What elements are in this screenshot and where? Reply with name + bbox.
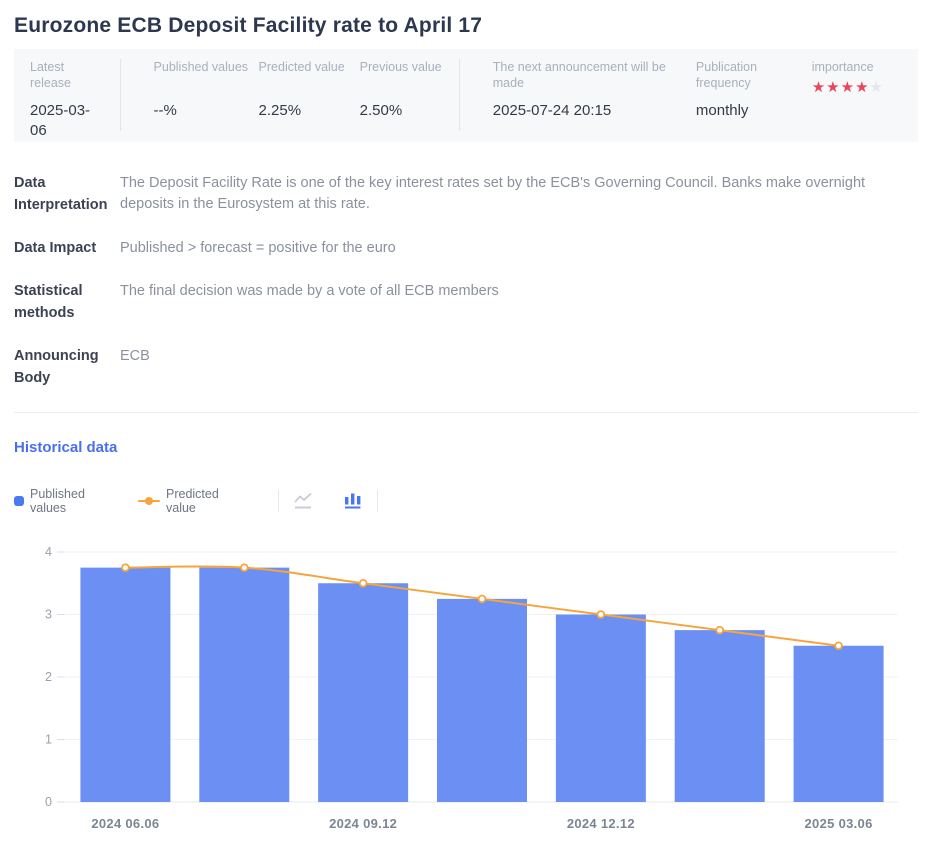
y-tick-label: 2 <box>45 670 52 684</box>
star-icon: ★ <box>870 79 884 96</box>
info-content: The Deposit Facility Rate is one of the … <box>120 172 918 216</box>
summary-publication-frequency: Publication frequency monthly <box>696 59 812 121</box>
x-tick-label: 2024 12.12 <box>567 816 635 831</box>
published-bar <box>437 599 527 802</box>
predicted-value-swatch-icon <box>138 496 160 506</box>
info-row-data-interpretation: Data Interpretation The Deposit Facility… <box>14 172 918 216</box>
published-values-swatch-icon <box>14 496 24 506</box>
summary-previous-value: Previous value 2.50% <box>360 59 459 121</box>
info-row-announcing-body: Announcing Body ECB <box>14 345 918 389</box>
star-icon: ★ <box>855 79 869 96</box>
chart-legend: Published values Predicted value <box>14 487 918 515</box>
summary-divider <box>120 59 121 131</box>
info-row-data-impact: Data Impact Published > forecast = posit… <box>14 237 918 259</box>
info-label: Statistical methods <box>14 280 120 324</box>
published-bar <box>318 583 408 802</box>
summary-label: Predicted value <box>259 59 360 96</box>
y-tick-label: 3 <box>45 608 52 622</box>
bar-chart-icon[interactable] <box>343 492 363 510</box>
info-content: ECB <box>120 345 918 389</box>
info-label: Data Interpretation <box>14 172 120 216</box>
predicted-marker <box>360 580 367 587</box>
toolbar-divider <box>377 490 378 512</box>
legend-item-published-values[interactable]: Published values <box>14 487 92 515</box>
summary-value: 2.50% <box>360 101 459 121</box>
predicted-marker <box>597 611 604 618</box>
x-tick-label: 2024 06.06 <box>91 816 159 831</box>
summary-label: Published values <box>154 59 259 96</box>
predicted-marker <box>241 564 248 571</box>
summary-value: 2.25% <box>259 101 360 121</box>
summary-divider <box>459 59 460 131</box>
section-divider <box>14 412 918 413</box>
info-row-statistical-methods: Statistical methods The final decision w… <box>14 280 918 324</box>
summary-value: 2025-07-24 20:15 <box>493 101 696 121</box>
x-tick-label: 2024 09.12 <box>329 816 397 831</box>
y-tick-label: 1 <box>45 733 52 747</box>
summary-label: The next announcement will be made <box>493 59 696 96</box>
x-tick-label: 2025 03.06 <box>805 816 873 831</box>
summary-importance: importance ★★★★★ <box>812 59 902 97</box>
published-bar <box>556 615 646 803</box>
info-section: Data Interpretation The Deposit Facility… <box>14 172 918 389</box>
chart-type-toolbar <box>278 490 378 512</box>
star-icon: ★ <box>812 79 826 96</box>
summary-predicted-value: Predicted value 2.25% <box>259 59 360 121</box>
toolbar-divider <box>278 490 279 512</box>
published-bar <box>80 568 170 802</box>
predicted-marker <box>479 595 486 602</box>
info-label: Data Impact <box>14 237 120 259</box>
summary-value: --% <box>154 101 259 121</box>
predicted-marker <box>835 642 842 649</box>
importance-stars: ★★★★★ <box>812 79 902 97</box>
star-icon: ★ <box>826 79 840 96</box>
page-title: Eurozone ECB Deposit Facility rate to Ap… <box>14 0 918 38</box>
summary-next-announcement: The next announcement will be made 2025-… <box>493 59 696 121</box>
predicted-marker <box>716 627 723 634</box>
summary-published-values: Published values --% <box>154 59 259 121</box>
legend-item-predicted-value[interactable]: Predicted value <box>138 487 228 515</box>
historical-data-heading: Historical data <box>14 439 918 456</box>
summary-value: 2025-03-06 <box>30 101 107 141</box>
info-content: The final decision was made by a vote of… <box>120 280 918 324</box>
y-tick-label: 0 <box>45 795 52 809</box>
summary-label: Publication frequency <box>696 59 812 96</box>
legend-label: Predicted value <box>166 487 228 515</box>
legend-label: Published values <box>30 487 92 515</box>
historical-chart[interactable]: 0 1 2 3 4 2024 06.06 2024 09.12 2024 12.12 2025 … <box>0 536 932 861</box>
summary-label: Latest release <box>30 59 107 96</box>
historical-chart-svg[interactable]: 0 1 2 3 4 2024 06.06 2024 09.12 2024 12.12 2025 … <box>0 536 932 856</box>
summary-label: Previous value <box>360 59 459 96</box>
star-icon: ★ <box>841 79 855 96</box>
summary-label: importance <box>812 59 902 75</box>
info-content: Published > forecast = positive for the … <box>120 237 918 259</box>
y-tick-label: 4 <box>45 545 52 559</box>
summary-bar: Latest release 2025-03-06 Published valu… <box>14 49 918 142</box>
published-bar <box>794 646 884 802</box>
predicted-marker <box>122 564 129 571</box>
summary-value: monthly <box>696 101 812 121</box>
line-chart-icon[interactable] <box>293 492 315 510</box>
published-bar <box>199 568 289 802</box>
info-label: Announcing Body <box>14 345 120 389</box>
published-bar <box>675 630 765 802</box>
summary-latest-release: Latest release 2025-03-06 <box>30 59 107 141</box>
